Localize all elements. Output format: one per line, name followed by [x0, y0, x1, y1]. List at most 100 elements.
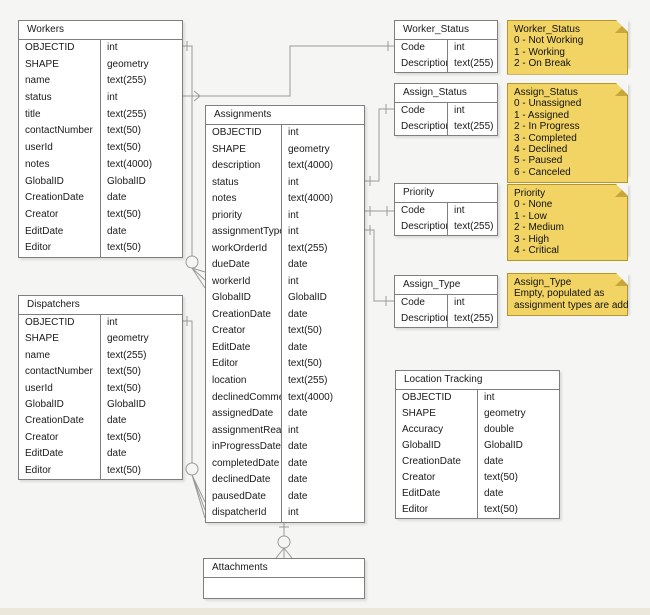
- field-name: Accuracy: [396, 422, 478, 438]
- field-name: status: [19, 90, 101, 107]
- note-assign-type[interactable]: Assign_Type Empty, populated as assignmen…: [507, 273, 628, 316]
- note-title: Priority: [514, 188, 546, 199]
- field-type: int: [288, 226, 299, 238]
- field-type: date: [484, 488, 504, 499]
- field-name: GlobalID: [206, 290, 282, 307]
- table-row: Description text(255): [395, 56, 497, 72]
- field-type: geometry: [484, 408, 526, 419]
- field-name: notes: [19, 156, 101, 174]
- field-type: int: [107, 317, 118, 328]
- field-name: SHAPE: [19, 56, 101, 74]
- table-title: Attachments: [204, 559, 364, 578]
- table-worker-status[interactable]: Worker_Status Code int Description text(255…: [394, 20, 498, 73]
- table-attachments[interactable]: Attachments: [203, 558, 365, 599]
- field-type: text(50): [107, 464, 141, 476]
- table-row: Description text(255): [395, 311, 497, 327]
- table-row: SHAPE geometry: [19, 56, 182, 74]
- field-type: GlobalID: [107, 398, 146, 410]
- table-row: inProgressDate date: [206, 439, 364, 456]
- table-rows: OBJECTID int SHAPE geometry name text(255) sta…: [19, 40, 182, 257]
- field-name: Creator: [206, 323, 282, 340]
- table-row: assignmentRead int: [206, 422, 364, 440]
- field-name: CreationDate: [396, 454, 478, 470]
- field-name: userId: [19, 380, 101, 397]
- note-line: 0 - None: [514, 199, 553, 211]
- table-row: GlobalID GlobalID: [206, 290, 364, 307]
- field-type: int: [288, 507, 299, 519]
- table-row: CreationDate date: [19, 190, 182, 207]
- table-assign-status[interactable]: Assign_Status Code int Description text(255…: [394, 83, 498, 136]
- table-row: SHAPE geometry: [19, 331, 182, 348]
- table-row: Description text(255): [395, 219, 497, 235]
- note-line: 3 - High: [514, 233, 550, 245]
- field-type: date: [288, 259, 308, 271]
- field-type: text(50): [107, 382, 141, 394]
- field-name: SHAPE: [19, 331, 101, 348]
- table-location-tracking[interactable]: Location Tracking OBJECTID int SHAPE geomet…: [395, 370, 560, 519]
- field-name: Description: [395, 56, 448, 72]
- field-name: completedDate: [206, 455, 282, 473]
- field-type: GlobalID: [288, 292, 327, 304]
- field-type: int: [288, 127, 299, 138]
- field-type: int: [288, 275, 299, 287]
- table-row: OBJECTID int: [19, 40, 182, 57]
- field-name: name: [19, 347, 101, 365]
- note-assign-status[interactable]: Assign_Status 0 - Unassigned 1 - Assigned…: [507, 83, 628, 183]
- field-type: text(255): [454, 121, 494, 132]
- note-lines: 0 - None 1 - Low 2 - Medium 3 - High 4 - Cri…: [514, 199, 621, 256]
- field-type: date: [288, 490, 308, 502]
- table-row: name text(255): [19, 73, 182, 91]
- note-worker-status[interactable]: Worker_Status 0 - Not Working 1 - Working…: [507, 20, 628, 75]
- table-row: Editor text(50): [19, 462, 182, 479]
- note-lines: Empty, populated as assignment types are …: [514, 288, 621, 311]
- field-name: CreationDate: [19, 413, 101, 430]
- table-dispatchers[interactable]: Dispatchers OBJECTID int SHAPE geometry name…: [18, 295, 183, 480]
- field-type: text(50): [107, 125, 141, 137]
- table-title: Worker_Status: [395, 21, 497, 40]
- field-name: OBJECTID: [396, 390, 478, 406]
- field-type: date: [484, 456, 504, 467]
- table-row: GlobalID GlobalID: [396, 438, 559, 454]
- field-name: assignmentRead: [206, 422, 282, 440]
- field-name: Code: [395, 40, 448, 56]
- field-type: text(50): [288, 325, 322, 337]
- field-name: OBJECTID: [19, 315, 101, 332]
- table-row: location text(255): [206, 372, 364, 390]
- field-name: status: [206, 174, 282, 192]
- table-row: contactNumber text(50): [19, 364, 182, 381]
- table-title: Workers: [19, 21, 182, 40]
- field-type: int: [484, 392, 495, 403]
- field-name: Creator: [396, 470, 478, 486]
- table-workers[interactable]: Workers OBJECTID int SHAPE geometry name text…: [18, 20, 183, 258]
- table-row: name text(255): [19, 347, 182, 365]
- note-line: 3 - Completed: [514, 132, 577, 144]
- table-row: status int: [19, 90, 182, 107]
- table-row: notes text(4000): [206, 191, 364, 208]
- table-title: Priority: [395, 184, 497, 203]
- field-name: OBJECTID: [206, 125, 282, 142]
- note-line: 0 - Not Working: [514, 35, 584, 47]
- table-assignments[interactable]: Assignments OBJECTID int SHAPE geometry desc…: [205, 105, 365, 523]
- field-name: EditDate: [396, 486, 478, 502]
- field-type: date: [288, 441, 308, 453]
- field-name: declinedComment: [206, 389, 282, 407]
- table-priority[interactable]: Priority Code int Description text(255): [394, 183, 498, 236]
- field-name: Editor: [206, 356, 282, 373]
- field-name: SHAPE: [396, 406, 478, 422]
- field-type: date: [288, 408, 308, 420]
- field-type: text(50): [107, 242, 141, 254]
- edge-assignments-assigntype: [365, 225, 394, 306]
- table-assign-type[interactable]: Assign_Type Code int Description text(255): [394, 275, 498, 328]
- field-type: text(50): [107, 431, 141, 443]
- note-line: 1 - Assigned: [514, 109, 570, 121]
- field-name: notes: [206, 191, 282, 208]
- table-rows: OBJECTID int SHAPE geometry description text(…: [206, 125, 364, 522]
- field-type: text(255): [288, 242, 328, 254]
- table-rows: OBJECTID int SHAPE geometry name text(255) con…: [19, 315, 182, 479]
- field-name: userId: [19, 140, 101, 157]
- note-priority[interactable]: Priority 0 - None 1 - Low 2 - Medium 3 - Hi…: [507, 184, 628, 261]
- table-row: Editor text(50): [396, 502, 559, 518]
- field-name: SHAPE: [206, 141, 282, 159]
- field-name: Description: [395, 219, 448, 235]
- table-rows: OBJECTID int SHAPE geometry Accuracy double Gl…: [396, 390, 559, 518]
